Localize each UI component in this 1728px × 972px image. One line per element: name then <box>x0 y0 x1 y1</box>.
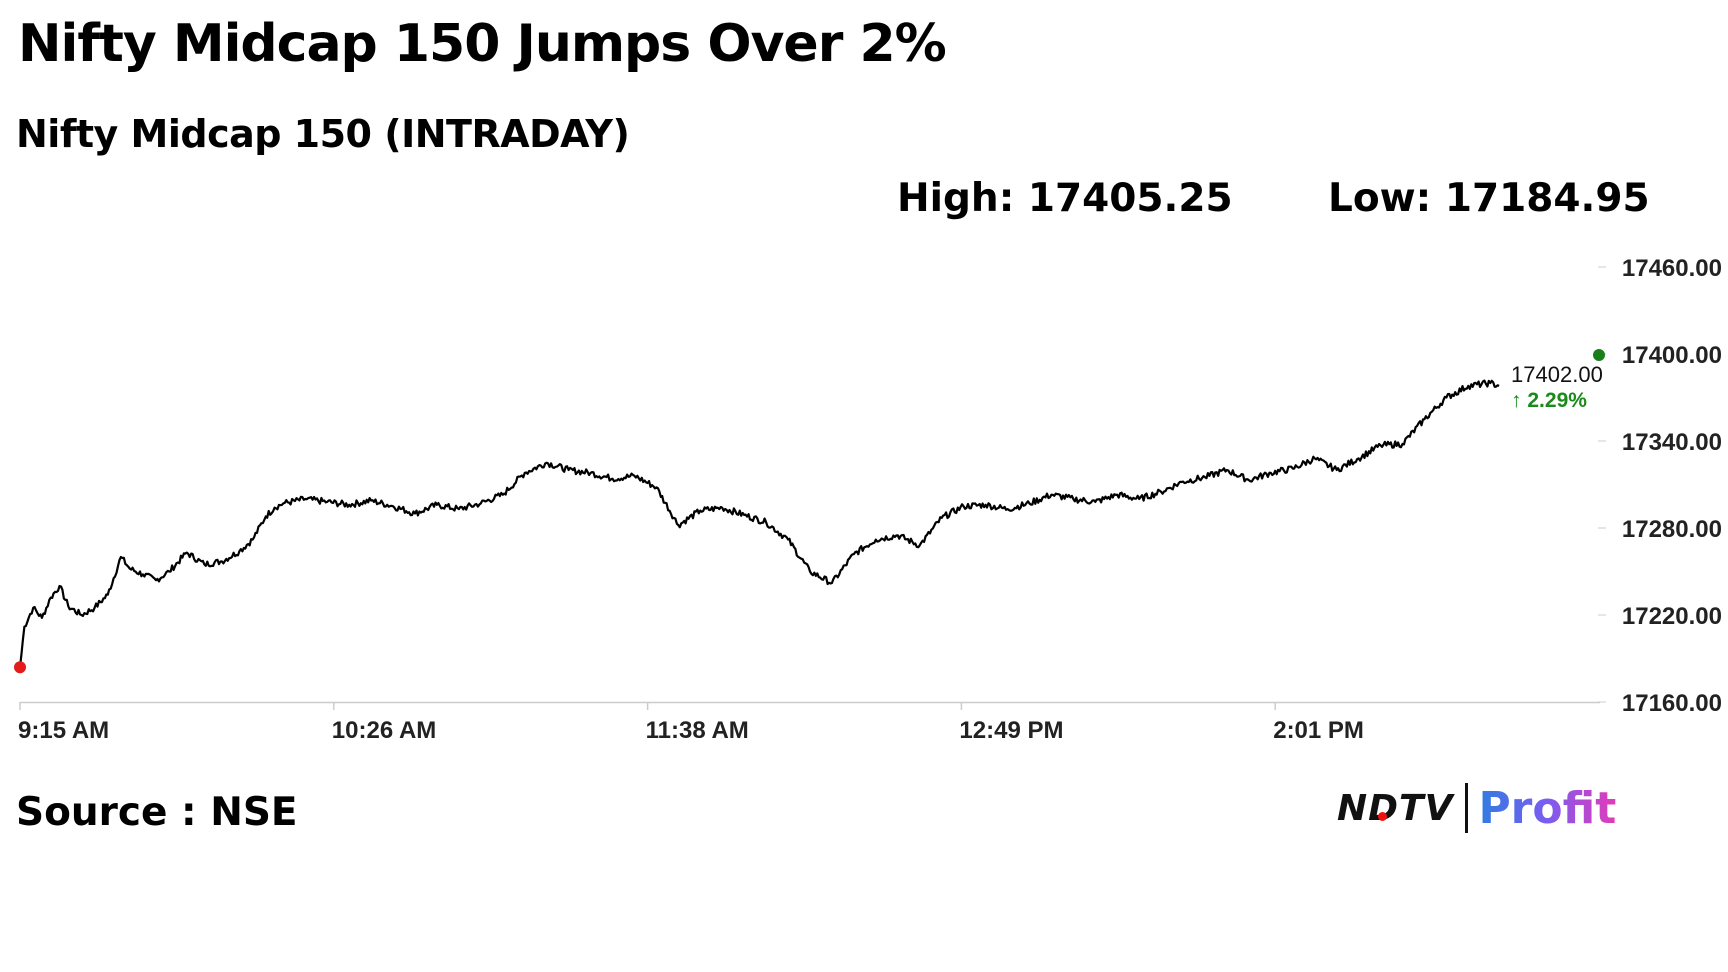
start-point-marker <box>14 661 26 674</box>
y-tick-label: 17340.00 <box>1622 429 1722 456</box>
y-tick-label: 17280.00 <box>1622 516 1722 543</box>
chart-subtitle: Nifty Midcap 150 (INTRADAY) <box>16 112 630 156</box>
high-stat: High: 17405.25 <box>897 176 1233 221</box>
source-label: Source : NSE <box>16 790 298 835</box>
y-tick-label: 17460.00 <box>1622 255 1722 282</box>
x-tick-label: 10:26 AM <box>332 717 436 744</box>
y-tick-label: 17400.00 <box>1622 342 1722 369</box>
headline: Nifty Midcap 150 Jumps Over 2% <box>18 14 947 74</box>
y-tick-label: 17160.00 <box>1622 690 1722 717</box>
logo-divider <box>1465 783 1469 833</box>
low-stat: Low: 17184.95 <box>1328 176 1650 221</box>
y-tick-label: 17220.00 <box>1622 603 1722 630</box>
price-series-line <box>18 379 1500 668</box>
intraday-line-chart: 17460.00 17400.00 17340.00 17280.00 17220.00… <box>14 255 1722 744</box>
x-tick-label: 2:01 PM <box>1273 717 1364 744</box>
change-percent-label: ↑ 2.29% <box>1511 389 1587 412</box>
current-value-marker <box>1593 349 1605 361</box>
last-value-label: 17402.00 <box>1511 362 1603 387</box>
x-tick-label: 11:38 AM <box>646 717 749 744</box>
x-tick-label: 9:15 AM <box>18 717 109 744</box>
logo-profit-text: Profit <box>1478 782 1617 834</box>
x-tick-label: 12:49 PM <box>959 717 1063 744</box>
ndtv-profit-logo: NDTV Profit <box>1337 780 1616 836</box>
logo-ndtv-text: NDTV <box>1337 787 1454 829</box>
